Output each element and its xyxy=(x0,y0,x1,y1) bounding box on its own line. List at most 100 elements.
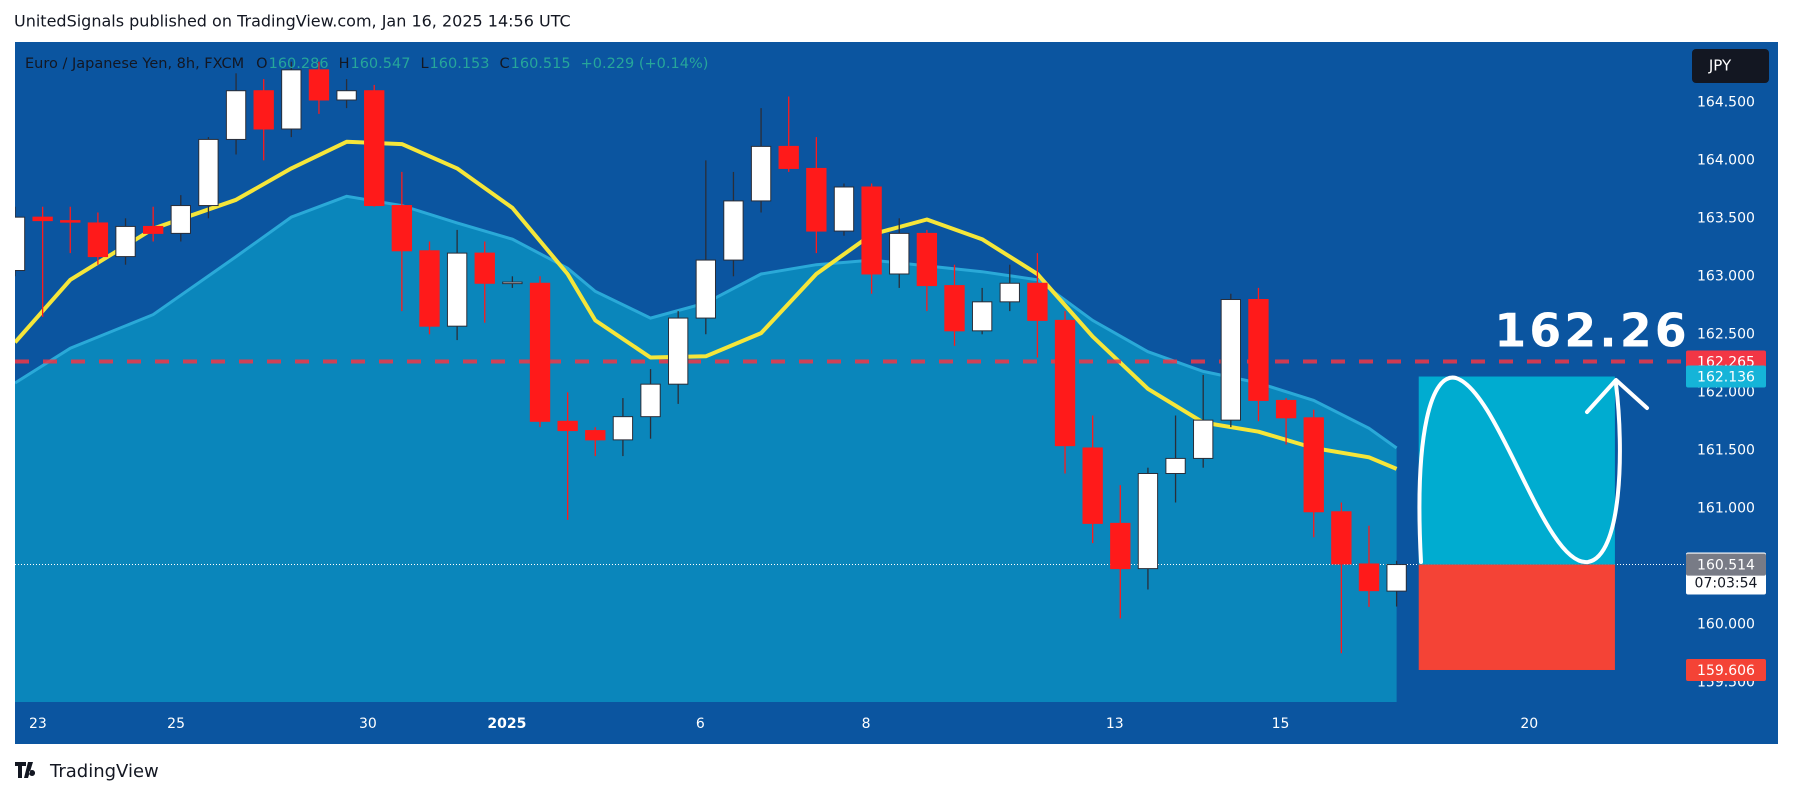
candle-body xyxy=(640,383,661,418)
candle-body xyxy=(557,420,578,432)
ma-line xyxy=(15,139,1398,471)
candle-body xyxy=(446,252,468,327)
drawn-curve xyxy=(1417,375,1622,565)
candle-body xyxy=(999,282,1020,303)
candle-body xyxy=(253,90,274,130)
candle-body xyxy=(1331,511,1352,565)
candle-body xyxy=(1137,472,1159,570)
legend-text: L xyxy=(420,56,428,72)
candle-body xyxy=(1054,319,1076,447)
bid-badge-top: 160.514 xyxy=(1697,558,1755,574)
logo-text: TradingView xyxy=(49,761,159,782)
candle-body xyxy=(419,250,440,327)
x-tick-label: 15 xyxy=(1272,716,1290,732)
legend-text: H xyxy=(339,56,350,72)
candle-body xyxy=(1248,299,1269,401)
logo-icon xyxy=(15,762,36,778)
candle-body xyxy=(723,200,744,261)
y-tick-label: 161.500 xyxy=(1697,442,1755,458)
ma-area-edge xyxy=(15,194,1398,450)
bid-badge-top-bg xyxy=(1686,553,1766,576)
candle-body xyxy=(1082,447,1103,524)
candle-body xyxy=(833,186,855,232)
x-tick-label: 8 xyxy=(862,716,871,732)
target-badge: 162.136 xyxy=(1697,370,1755,386)
candle-body xyxy=(668,317,689,385)
candle-body xyxy=(115,225,136,258)
candle-body xyxy=(170,205,191,234)
candle-body xyxy=(502,281,523,285)
candle-body xyxy=(861,186,882,275)
legend-text: 160.153 xyxy=(430,56,490,72)
drawn-arrow xyxy=(1585,378,1649,414)
x-tick-label: 6 xyxy=(696,716,705,732)
candle-body xyxy=(695,259,716,319)
y-tick-label: 164.000 xyxy=(1697,152,1755,168)
legend-text: C xyxy=(500,56,510,72)
candle-body xyxy=(364,90,385,207)
legend-text: O xyxy=(256,56,267,72)
stop-badge: 159.606 xyxy=(1697,663,1755,679)
candle-body xyxy=(225,90,247,140)
candle-body xyxy=(15,216,26,272)
target-badge-bg xyxy=(1686,365,1766,388)
legend-text: 160.547 xyxy=(350,56,410,72)
candle-body xyxy=(1027,282,1048,321)
candle-body xyxy=(281,69,302,130)
candle-body xyxy=(198,138,219,207)
annotation: 162.26 xyxy=(1494,304,1690,358)
candle-body xyxy=(32,216,53,222)
legend-text: +0.229 (+0.14%) xyxy=(581,56,709,72)
candle-body xyxy=(391,205,413,252)
plot-area xyxy=(15,61,1684,702)
candle-body xyxy=(1193,419,1214,459)
candle-body xyxy=(142,225,164,234)
candle-body xyxy=(474,252,495,284)
candle-body xyxy=(750,145,772,202)
candle-body xyxy=(336,90,357,101)
candle-body xyxy=(944,285,965,332)
y-tick-label: 162.000 xyxy=(1697,384,1755,400)
candle-body xyxy=(1303,417,1324,513)
y-tick-label: 163.500 xyxy=(1697,210,1755,226)
candle-body xyxy=(806,167,827,232)
stop-zone xyxy=(1418,564,1615,670)
ma-area xyxy=(15,196,1397,702)
x-tick-label: 20 xyxy=(1520,716,1538,732)
currency-button-bg xyxy=(1692,49,1769,83)
candle-body xyxy=(1110,522,1131,570)
y-tick-label: 162.500 xyxy=(1697,326,1755,342)
y-tick-label: 164.500 xyxy=(1697,94,1755,110)
x-tick-label: 13 xyxy=(1106,716,1124,732)
candle-body xyxy=(60,220,81,223)
candle-body xyxy=(1165,457,1186,474)
candle-body xyxy=(1358,563,1380,592)
y-tick-label: 160.000 xyxy=(1697,616,1755,632)
logo: TradingView xyxy=(15,761,159,782)
candle-body xyxy=(529,282,551,422)
candle-body xyxy=(778,145,799,169)
y-tick-label: 163.000 xyxy=(1697,268,1755,284)
currency-button: JPY xyxy=(1708,57,1732,75)
countdown: 07:03:54 xyxy=(1695,576,1758,592)
candle-body xyxy=(1220,299,1241,421)
candle-body xyxy=(916,232,938,287)
publish-line: UnitedSignals published on TradingView.c… xyxy=(14,12,571,31)
stop-badge-bg xyxy=(1686,658,1766,681)
candle-body xyxy=(612,416,634,441)
x-tick-label: 25 xyxy=(167,716,185,732)
legend-text: Euro / Japanese Yen, 8h, FXCM xyxy=(25,56,244,72)
x-tick-label: 30 xyxy=(359,716,377,732)
candle-body xyxy=(585,430,606,441)
x-tick-label: 23 xyxy=(29,716,47,732)
candle-body xyxy=(308,69,330,101)
candle-body xyxy=(87,222,109,258)
x-tick-label: 2025 xyxy=(487,716,526,732)
y-tick-label: 161.000 xyxy=(1697,500,1755,516)
candle-body xyxy=(971,301,993,332)
candle-body xyxy=(1275,399,1297,419)
candle-body xyxy=(1386,564,1407,592)
